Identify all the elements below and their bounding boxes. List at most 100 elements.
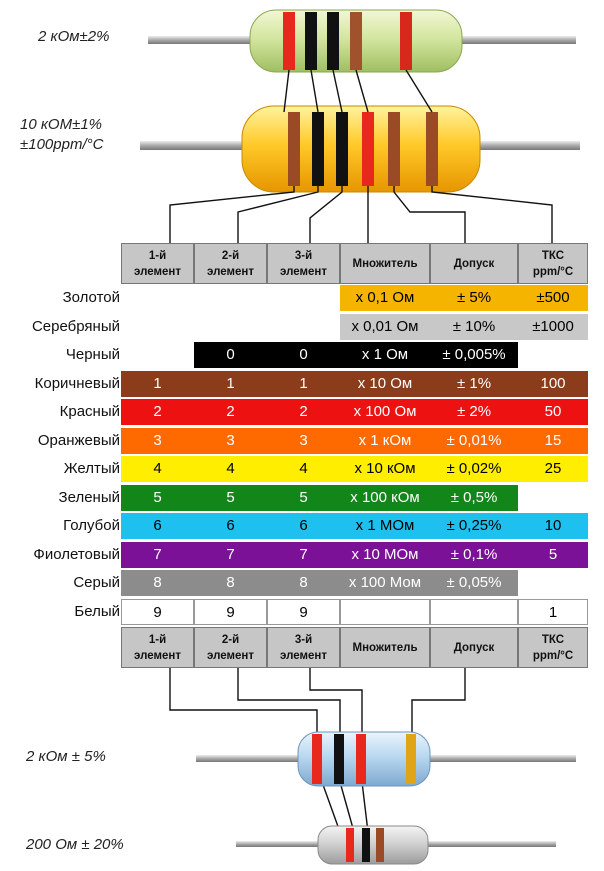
bottom-header-tol: Допуск xyxy=(430,627,518,668)
bottom-header-d2: 2-й элемент xyxy=(194,627,267,668)
cell-tol: ± 2% xyxy=(430,399,518,425)
band-red xyxy=(356,734,366,784)
cell-d2: 7 xyxy=(194,542,267,568)
color-name: Черный xyxy=(65,346,120,363)
band-black xyxy=(305,12,317,70)
cell-tcr: ±1000 xyxy=(518,314,588,340)
cell-mult: x 1 кОм xyxy=(340,428,430,454)
band-red xyxy=(362,112,374,186)
bottom-header-d3: 3-й элемент xyxy=(267,627,340,668)
cell-tol: ± 5% xyxy=(430,285,518,311)
cell-tol: ± 0,25% xyxy=(430,513,518,539)
band-black xyxy=(327,12,339,70)
cell-mult: x 1 МОм xyxy=(340,513,430,539)
cell-d1: 1 xyxy=(121,371,194,397)
cell-d2: 6 xyxy=(194,513,267,539)
top-header-mult: Множитель xyxy=(340,243,430,284)
band-black xyxy=(334,734,344,784)
cell-d2: 2 xyxy=(194,399,267,425)
band-red xyxy=(312,734,322,784)
bottom-header-mult: Множитель xyxy=(340,627,430,668)
band-brown xyxy=(388,112,400,186)
cell-tol: ± 0,5% xyxy=(430,485,518,511)
bottom-header-tcr: ТКС ppm/°C xyxy=(518,627,588,668)
top-header-tcr: ТКС ppm/°C xyxy=(518,243,588,284)
cell-d2: 1 xyxy=(194,371,267,397)
cell-mult: x 0,01 Ом xyxy=(340,314,430,340)
connector-lines-bottom xyxy=(169,668,466,833)
color-name: Коричневый xyxy=(34,375,120,392)
cell-tcr: 5 xyxy=(518,542,588,568)
band-brown xyxy=(350,12,362,70)
cell-mult: x 1 Ом xyxy=(340,342,430,368)
color-name: Зеленый xyxy=(58,489,120,506)
cell-tol: ± 0,02% xyxy=(430,456,518,482)
cell-d2: 0 xyxy=(194,342,267,368)
resistor-4 xyxy=(236,825,556,865)
cell-d3: 0 xyxy=(267,342,340,368)
color-name: Золотой xyxy=(62,289,120,306)
color-name: Серый xyxy=(73,574,120,591)
color-name: Голубой xyxy=(63,517,120,534)
cell-d1 xyxy=(121,342,194,368)
cell-tcr: 15 xyxy=(518,428,588,454)
color-name: Серебряный xyxy=(31,318,120,335)
color-name: Белый xyxy=(74,603,120,620)
cell-tcr: 50 xyxy=(518,399,588,425)
band-red xyxy=(346,828,354,862)
cell-d3 xyxy=(267,285,340,311)
cell-mult: x 0,1 Ом xyxy=(340,285,430,311)
cell-tcr xyxy=(518,485,588,511)
cell-d1: 7 xyxy=(121,542,194,568)
cell-tol: ± 1% xyxy=(430,371,518,397)
cell-d3: 5 xyxy=(267,485,340,511)
cell-d1: 8 xyxy=(121,570,194,596)
cell-d2 xyxy=(194,314,267,340)
cell-d1: 6 xyxy=(121,513,194,539)
cell-mult: x 10 кОм xyxy=(340,456,430,482)
cell-tol: ± 10% xyxy=(430,314,518,340)
bottom-header-d1: 1-й элемент xyxy=(121,627,194,668)
cell-d3: 4 xyxy=(267,456,340,482)
band-gold xyxy=(406,734,416,784)
band-brown xyxy=(426,112,438,186)
resistor-3 xyxy=(196,731,576,787)
color-name: Оранжевый xyxy=(37,432,120,449)
cell-d1: 3 xyxy=(121,428,194,454)
band-black xyxy=(362,828,370,862)
cell-mult: x 100 Ом xyxy=(340,399,430,425)
color-name: Красный xyxy=(59,403,120,420)
cell-tcr: 1 xyxy=(518,599,588,625)
cell-d1 xyxy=(121,314,194,340)
cell-d3: 3 xyxy=(267,428,340,454)
cell-d1: 5 xyxy=(121,485,194,511)
band-black xyxy=(312,112,324,186)
top-header-tol: Допуск xyxy=(430,243,518,284)
cell-d2: 5 xyxy=(194,485,267,511)
resistor-4-label: 200 Ом ± 20% xyxy=(26,836,124,853)
cell-d3: 1 xyxy=(267,371,340,397)
cell-d3: 9 xyxy=(267,599,340,625)
cell-d1: 9 xyxy=(121,599,194,625)
cell-d1 xyxy=(121,285,194,311)
resistor-1 xyxy=(148,9,576,73)
resistor-2-label-line1: 10 кОМ±1% xyxy=(20,116,103,133)
cell-tol: ± 0,1% xyxy=(430,542,518,568)
cell-tol xyxy=(430,599,518,625)
band-brown xyxy=(288,112,300,186)
cell-tol: ± 0,01% xyxy=(430,428,518,454)
cell-d3: 6 xyxy=(267,513,340,539)
connector-lines-top xyxy=(169,69,553,243)
cell-tol: ± 0,05% xyxy=(430,570,518,596)
color-name: Фиолетовый xyxy=(33,546,120,563)
cell-tcr: 100 xyxy=(518,371,588,397)
cell-tcr: 25 xyxy=(518,456,588,482)
cell-d2: 9 xyxy=(194,599,267,625)
band-red xyxy=(283,12,295,70)
resistor-3-label: 2 кОм ± 5% xyxy=(26,748,106,765)
cell-mult xyxy=(340,599,430,625)
band-red xyxy=(400,12,412,70)
cell-tcr: ±500 xyxy=(518,285,588,311)
cell-d3: 8 xyxy=(267,570,340,596)
